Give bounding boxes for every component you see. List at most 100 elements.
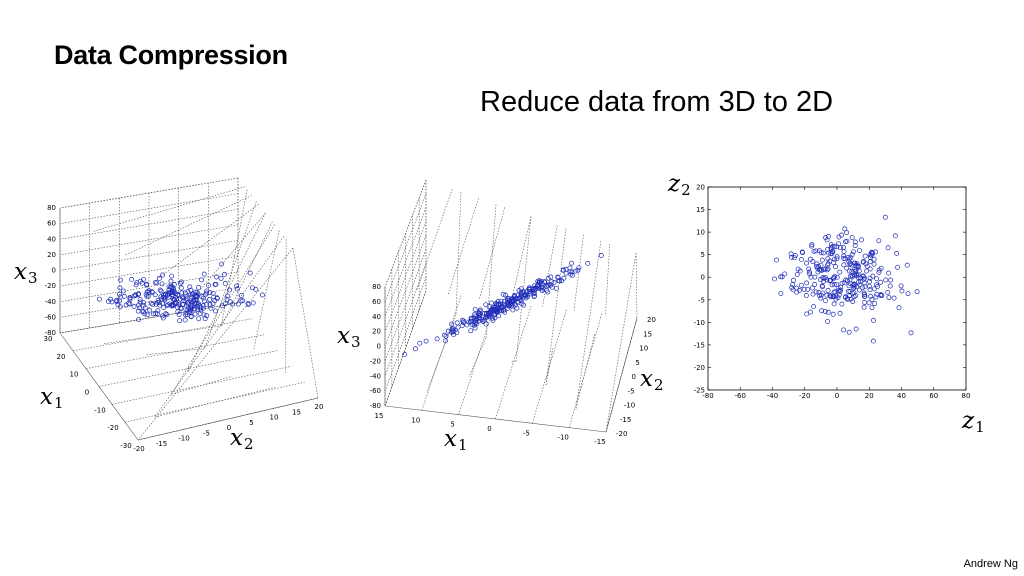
data-point [509, 303, 515, 309]
grid-line [635, 252, 638, 319]
data-point [836, 241, 841, 247]
data-point [169, 303, 175, 309]
data-point [168, 284, 174, 290]
data-point [219, 303, 225, 309]
data-point [225, 293, 231, 299]
data-point [163, 291, 169, 297]
data-point [813, 289, 819, 295]
data-point [202, 316, 208, 322]
data-point [831, 256, 837, 262]
data-point [874, 291, 880, 297]
data-point [856, 279, 862, 285]
grid-line [124, 195, 252, 256]
y-tick-label: 15 [696, 206, 705, 214]
data-point [569, 269, 575, 275]
data-point [864, 263, 870, 269]
data-point [855, 263, 861, 269]
grid-line [156, 204, 259, 280]
grid-line [384, 263, 427, 377]
data-point [194, 293, 200, 299]
data-point [867, 278, 873, 284]
grid-line [605, 243, 611, 315]
data-point [177, 318, 183, 324]
data-point [473, 319, 479, 325]
plot3-z1-label: z1 [962, 408, 985, 436]
x1-tick-label: -5 [523, 429, 530, 437]
data-point [250, 300, 256, 306]
grid-line [455, 192, 462, 315]
grid-line [292, 247, 319, 399]
x3-tick-label: 80 [372, 283, 381, 291]
data-point [772, 276, 777, 282]
data-point [188, 287, 194, 293]
data-point [472, 325, 478, 331]
data-point [809, 285, 815, 291]
data-point [144, 312, 150, 318]
data-point [841, 327, 847, 333]
data-point [136, 302, 142, 308]
data-point [810, 291, 816, 297]
data-point [468, 328, 474, 334]
data-point [460, 320, 466, 325]
x3-tick-label: 40 [47, 235, 56, 243]
data-point [820, 250, 826, 256]
data-point [825, 288, 831, 293]
data-point [524, 294, 530, 300]
data-point [874, 282, 879, 288]
data-point [514, 299, 520, 305]
data-point [224, 297, 230, 303]
data-point [860, 285, 865, 291]
data-point [778, 274, 784, 280]
data-point [160, 315, 166, 321]
grid-line [187, 212, 266, 372]
data-point [540, 285, 546, 291]
x2-tick-label: -15 [156, 440, 167, 448]
data-point [904, 262, 910, 268]
data-point [199, 277, 205, 283]
data-point [488, 311, 494, 317]
x2-tick-label: 10 [270, 414, 279, 422]
data-point [871, 256, 877, 262]
data-point [150, 302, 156, 307]
data-point [824, 292, 830, 298]
data-point [834, 254, 840, 260]
data-point [869, 305, 875, 311]
grid-line [384, 277, 427, 392]
data-point [201, 298, 207, 304]
data-point [443, 338, 448, 344]
grid-line [384, 249, 427, 362]
data-point [190, 291, 196, 297]
grid-line [447, 198, 479, 295]
data-point [886, 295, 892, 300]
x-tick-label: -40 [767, 392, 778, 400]
data-point [852, 243, 858, 248]
data-point [841, 262, 847, 268]
x2-tick-label: -15 [620, 416, 631, 424]
data-point [818, 295, 824, 301]
data-point [797, 268, 803, 274]
data-point [214, 295, 220, 301]
data-point [449, 329, 455, 335]
data-point [823, 235, 829, 241]
grid-line [111, 366, 292, 405]
data-point [155, 297, 161, 303]
grid-line [575, 240, 602, 409]
data-point [192, 311, 198, 317]
data-point [179, 290, 185, 296]
data-point [854, 273, 860, 279]
x-tick-label: -80 [702, 392, 713, 400]
data-point [833, 293, 839, 299]
x2-tick-label: 0 [227, 424, 231, 432]
data-point [837, 310, 843, 316]
author-credit: Andrew Ng [963, 558, 1018, 570]
data-point [882, 214, 888, 220]
data-point [808, 274, 814, 280]
data-point [164, 312, 170, 318]
data-point [800, 250, 806, 256]
data-point [542, 279, 548, 285]
data-point [844, 238, 850, 244]
data-point [819, 257, 825, 263]
data-point [798, 282, 804, 288]
data-point [210, 301, 216, 307]
data-point [867, 275, 873, 281]
